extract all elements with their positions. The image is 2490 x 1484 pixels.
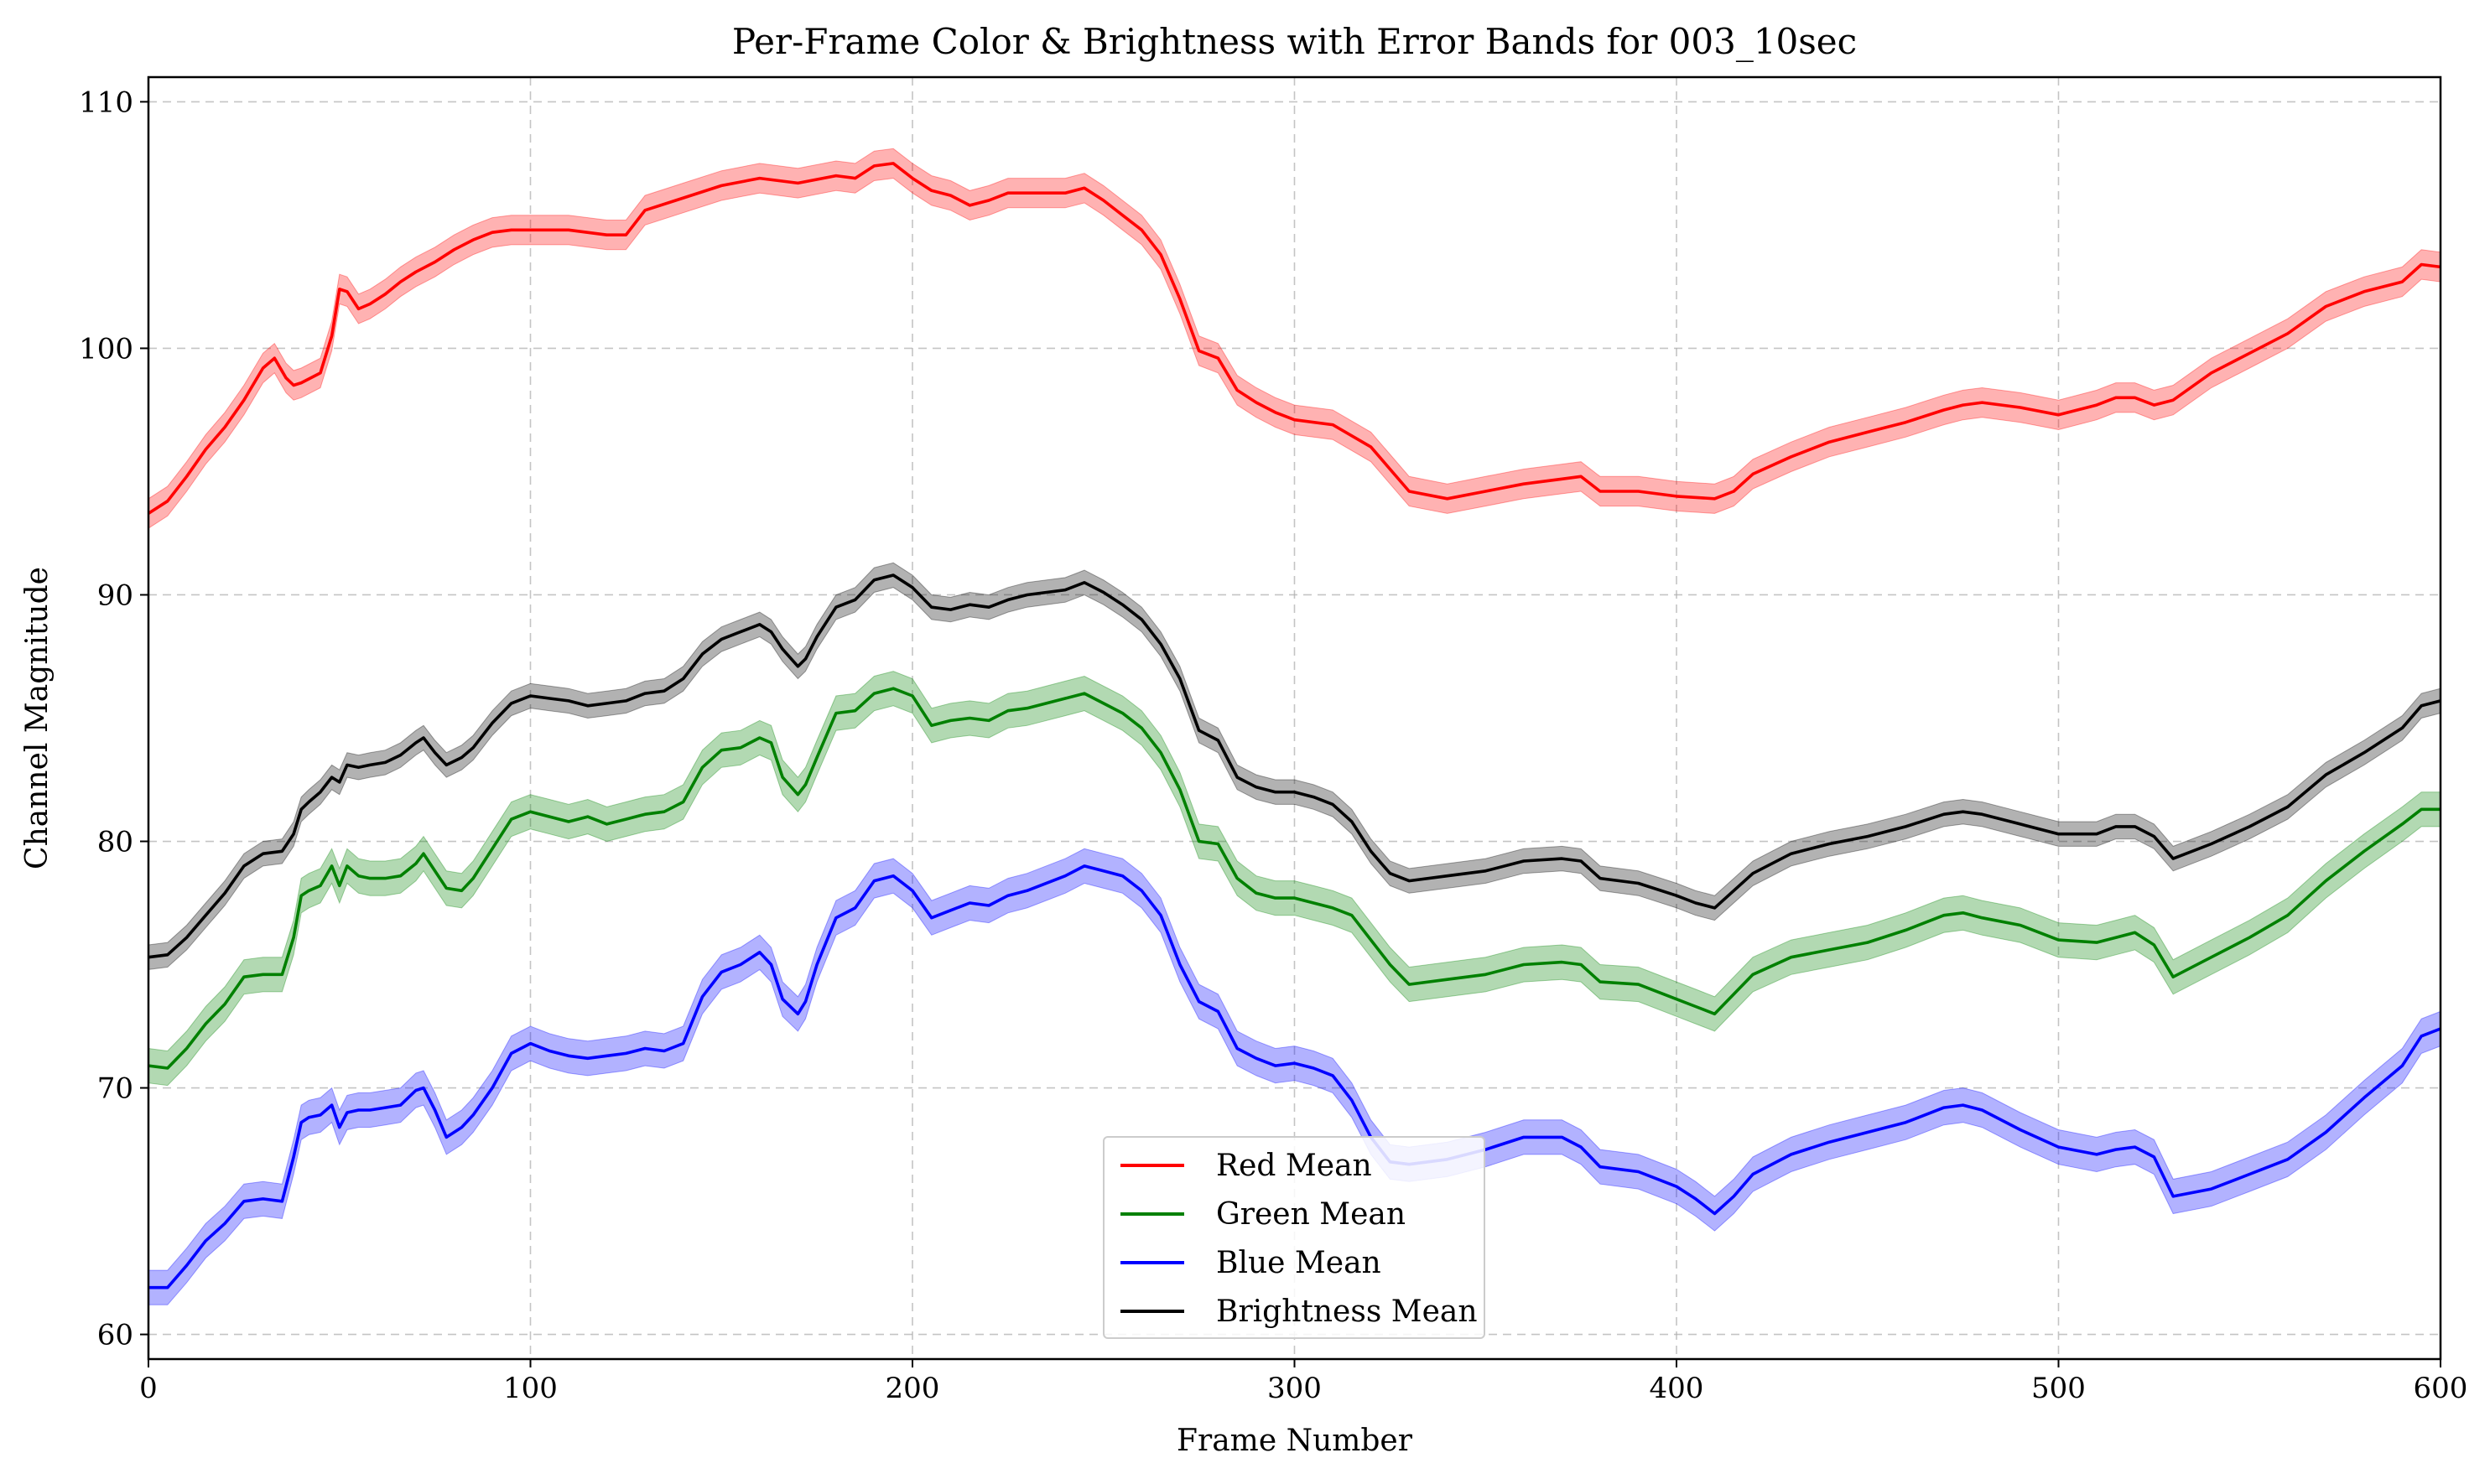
legend-label: Blue Mean	[1216, 1246, 1381, 1280]
chart-title: Per-Frame Color & Brightness with Error …	[732, 21, 1857, 62]
x-tick-label: 400	[1650, 1372, 1704, 1405]
y-axis-label: Channel Magnitude	[20, 567, 55, 869]
y-tick-label: 70	[97, 1072, 133, 1106]
y-tick-label: 90	[97, 579, 133, 612]
x-tick-label: 0	[139, 1372, 158, 1405]
x-tick-label: 600	[2414, 1372, 2468, 1405]
line-series-0	[148, 162, 2441, 515]
x-tick-label: 500	[2031, 1372, 2086, 1405]
x-tick-label: 100	[503, 1372, 558, 1405]
x-tick-label: 300	[1267, 1372, 1322, 1405]
chart-legend: Red Mean Green Mean Blue Mean Brightness Me…	[1103, 1136, 1485, 1339]
x-tick-label: 200	[886, 1372, 940, 1405]
y-tick-label: 110	[79, 86, 133, 119]
legend-label: Green Mean	[1216, 1197, 1406, 1232]
line-series-2	[148, 864, 2441, 1289]
y-tick-label: 60	[97, 1319, 133, 1352]
x-axis-label: Frame Number	[1177, 1424, 1413, 1458]
line-series-1	[148, 687, 2441, 1070]
line-series-3	[148, 573, 2441, 959]
axis-ticks: 0 100 200 300 400 500 600 60 70 80 90 100 110	[79, 86, 2467, 1405]
y-tick-label: 80	[97, 826, 133, 859]
legend-box	[1103, 1136, 1485, 1339]
legend-label: Brightness Mean	[1216, 1295, 1478, 1329]
y-tick-label: 100	[79, 332, 133, 366]
series-lines	[148, 162, 2441, 1289]
legend-label: Red Mean	[1216, 1149, 1372, 1183]
